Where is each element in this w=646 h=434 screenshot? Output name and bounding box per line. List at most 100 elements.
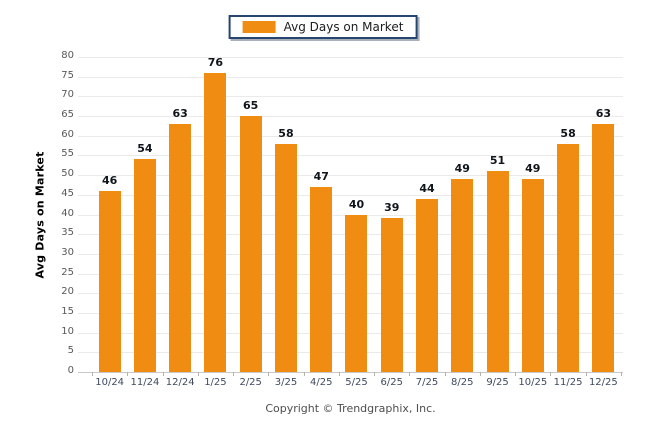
bar-value-label: 63 <box>595 106 611 120</box>
x-tick <box>338 372 340 376</box>
y-tick-label: 0 <box>67 365 74 376</box>
x-tick <box>92 372 93 376</box>
y-tick-label: 60 <box>61 128 74 140</box>
gridline <box>78 135 623 137</box>
x-tick <box>162 372 164 376</box>
bars-row: 46 54 63 76 65 58 47 40 39 44 49 51 49 58 63 <box>92 56 621 372</box>
x-tick-label: 12/25 <box>588 377 618 388</box>
bar-value-label: 47 <box>313 169 329 183</box>
bar-value-label: 49 <box>525 162 541 176</box>
x-tick <box>621 372 622 376</box>
y-tick-label: 80 <box>61 50 74 61</box>
bar <box>98 190 121 372</box>
x-tick-label: 4/25 <box>309 377 333 388</box>
bar-value-label: 49 <box>454 162 470 176</box>
bar-slot: 65 <box>233 57 268 372</box>
bar-slot: 63 <box>586 57 621 372</box>
bar-value-label: 51 <box>489 154 506 168</box>
bar <box>557 143 580 372</box>
plot-area: 46 54 63 76 65 58 47 40 39 44 49 51 49 58 63 <box>78 56 623 376</box>
bar <box>204 72 227 372</box>
y-tick-label: 20 <box>61 286 74 298</box>
legend-swatch <box>242 21 276 33</box>
x-tick <box>515 372 517 376</box>
x-tick <box>127 372 129 376</box>
bar-value-label: 58 <box>278 126 294 140</box>
y-tick-label: 40 <box>61 207 74 219</box>
bar-value-label: 44 <box>419 181 435 195</box>
bar <box>521 179 544 372</box>
y-axis-tick-labels: 0 5 10 15 20 25 30 35 40 45 50 55 60 65 70 75 80 <box>0 50 74 376</box>
x-tick <box>550 372 552 376</box>
bar-value-label: 65 <box>243 99 259 113</box>
bar-slot: 58 <box>550 57 585 372</box>
bar <box>169 123 192 372</box>
gridline <box>78 76 623 78</box>
bar <box>416 198 439 372</box>
bar-value-label: 46 <box>101 173 118 187</box>
y-tick-label: 65 <box>61 109 74 121</box>
gridline <box>78 57 623 58</box>
bar <box>451 179 474 372</box>
x-tick-label: 1/25 <box>204 377 227 388</box>
bar <box>274 143 297 372</box>
bar-slot: 76 <box>198 56 233 372</box>
bar <box>345 214 368 372</box>
y-tick-label: 45 <box>61 187 74 199</box>
x-tick-label: 11/25 <box>553 377 583 388</box>
y-tick-label: 70 <box>61 89 74 101</box>
gridline <box>78 175 623 177</box>
x-tick <box>268 372 270 376</box>
bar-value-label: 54 <box>137 142 153 156</box>
x-tick <box>374 372 376 376</box>
bar-value-label: 39 <box>384 201 400 215</box>
y-tick-label: 5 <box>67 345 74 357</box>
bar-slot: 39 <box>374 57 409 372</box>
x-tick-label: 11/24 <box>130 377 160 388</box>
x-tick <box>585 372 587 376</box>
bar <box>239 116 262 372</box>
bar <box>380 218 403 372</box>
x-tick-label: 10/24 <box>95 377 125 388</box>
gridline <box>78 116 623 118</box>
gridline <box>78 194 623 196</box>
x-axis-ticks <box>92 372 622 376</box>
bar-slot: 47 <box>304 57 339 372</box>
x-tick <box>303 372 305 376</box>
x-tick-label: 5/25 <box>345 377 368 388</box>
gridline <box>78 155 623 157</box>
bar-slot: 44 <box>409 57 444 372</box>
bar <box>133 159 156 372</box>
bar-value-label: 63 <box>172 106 188 120</box>
copyright-text: Copyright © Trendgraphix, Inc. <box>265 402 436 415</box>
bar-value-label: 76 <box>207 55 224 69</box>
bar-slot: 63 <box>163 57 198 372</box>
x-tick <box>233 372 235 376</box>
y-tick-label: 25 <box>61 266 74 278</box>
y-tick-label: 55 <box>61 148 74 160</box>
y-tick-label: 50 <box>61 168 74 180</box>
bar <box>486 171 509 372</box>
x-tick-label: 7/25 <box>415 377 439 388</box>
legend: Avg Days on Market <box>228 15 418 39</box>
x-axis-tick-labels: 10/24 11/24 12/24 1/25 2/25 3/25 4/25 5/25 6/25 7… <box>92 377 621 388</box>
y-tick-label: 35 <box>61 227 74 239</box>
y-tick-label: 75 <box>61 69 74 81</box>
x-tick-label: 12/24 <box>165 377 195 388</box>
bar-slot: 51 <box>480 57 515 372</box>
bar-slot: 58 <box>268 57 303 372</box>
bar <box>310 186 333 372</box>
x-tick-label: 2/25 <box>239 377 262 388</box>
bar-slot: 49 <box>515 57 550 372</box>
x-tick <box>197 372 199 376</box>
x-tick-label: 6/25 <box>380 377 403 388</box>
x-tick-label: 10/25 <box>518 377 548 388</box>
bar-value-label: 58 <box>560 126 576 140</box>
bar <box>592 123 615 372</box>
y-tick-label: 15 <box>61 305 74 317</box>
x-tick-label: 9/25 <box>486 377 509 388</box>
gridline <box>78 96 623 98</box>
bar-slot: 54 <box>127 57 162 372</box>
legend-label: Avg Days on Market <box>283 20 404 34</box>
